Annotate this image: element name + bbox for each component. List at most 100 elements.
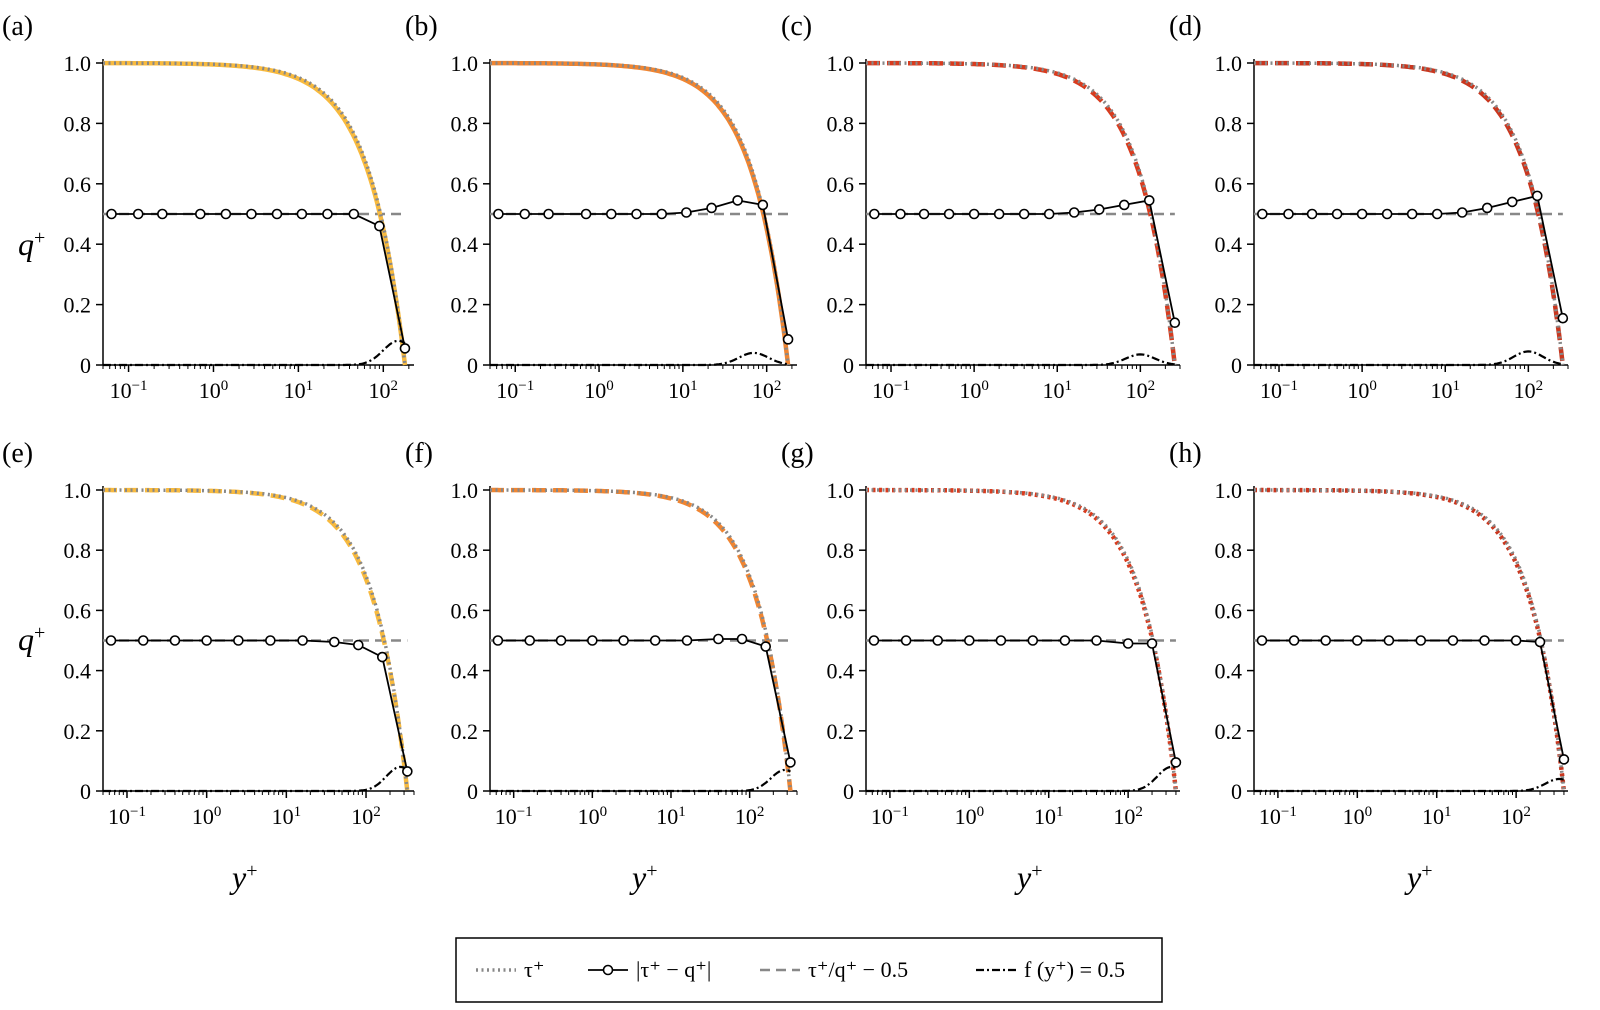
xtick-label-f-2: 101 — [656, 804, 686, 829]
absdiff-marker-h-0 — [1256, 635, 1268, 646]
f-line-a — [103, 339, 406, 367]
absdiff-line-a — [111, 213, 406, 349]
absdiff-line-e — [111, 639, 409, 772]
ytick-label-b-1: 0.2 — [451, 293, 479, 318]
xtick-label-h-0: 10−1 — [1259, 804, 1297, 829]
absdiff-marker-c-0 — [869, 208, 880, 220]
xtick-label-c-1: 100 — [959, 378, 989, 403]
absdiff-marker-h-6 — [1447, 635, 1459, 646]
absdiff-marker-g-10 — [1170, 757, 1182, 768]
absdiff-marker-d-5 — [1381, 208, 1393, 220]
absdiff-marker-c-6 — [1018, 208, 1030, 220]
absdiff-marker-d-6 — [1406, 208, 1418, 220]
ytick-label-f-4: 0.8 — [451, 538, 479, 563]
absdiff-marker-g-6 — [1059, 635, 1071, 646]
ytick-label-a-3: 0.6 — [64, 172, 92, 197]
f-line-c — [866, 353, 1175, 367]
panel-a: (a) 0 0.2 0.4 0.6 0.8 1.0 10−1 100 101 102 — [2, 11, 414, 403]
absdiff-marker-b-10 — [757, 199, 769, 211]
absdiff-marker-g-2 — [932, 635, 944, 646]
xtick-label-b-1: 100 — [584, 378, 614, 403]
xtick-label-c-0: 10−1 — [872, 378, 910, 403]
panel-b: (b) 0 0.2 0.4 0.6 0.8 1.0 10−1 100 101 102 — [405, 11, 797, 403]
absdiff-marker-c-1 — [895, 208, 906, 220]
absdiff-marker-c-8 — [1068, 207, 1080, 218]
absdiff-marker-f-2 — [555, 635, 567, 646]
absdiff-marker-e-10 — [402, 766, 413, 777]
ytick-label-e-3: 0.6 — [64, 598, 92, 623]
absdiff-marker-a-4 — [220, 208, 232, 220]
ytick-label-g-3: 0.6 — [827, 598, 855, 623]
ytick-label-h-0: 0 — [1231, 779, 1242, 804]
ytick-label-c-5: 1.0 — [827, 51, 855, 76]
xlabel-f: y+ — [629, 859, 657, 895]
absdiff-marker-b-3 — [580, 208, 592, 220]
xtick-label-f-0: 10−1 — [495, 804, 533, 829]
absdiff-marker-f-6 — [681, 635, 693, 646]
legend-label-tau: τ⁺ — [524, 957, 544, 982]
f-line-g — [866, 765, 1177, 793]
absdiff-marker-f-8 — [736, 633, 748, 645]
absdiff-marker-b-9 — [732, 195, 743, 206]
absdiff-marker-e-2 — [169, 635, 181, 646]
absdiff-marker-b-11 — [782, 334, 794, 345]
absdiff-marker-h-2 — [1320, 635, 1332, 646]
ytick-label-a-4: 0.8 — [64, 111, 92, 136]
xtick-label-a-0: 10−1 — [110, 378, 148, 403]
absdiff-marker-g-4 — [995, 635, 1007, 646]
panel-h: (h) 0 0.2 0.4 0.6 0.8 1.0 10−1 100 101 102 — [1169, 438, 1570, 829]
ytick-label-g-5: 1.0 — [827, 478, 855, 503]
ytick-label-b-0: 0 — [467, 353, 478, 378]
q-line-h — [1254, 487, 1567, 792]
absdiff-marker-e-7 — [329, 636, 340, 648]
panel-grid: (a) 0 0.2 0.4 0.6 0.8 1.0 10−1 100 101 102 (b) 0 0.2 0… — [2, 11, 1570, 829]
absdiff-line-g — [874, 639, 1177, 763]
absdiff-marker-d-7 — [1431, 208, 1443, 220]
xtick-label-b-3: 102 — [752, 378, 782, 403]
q-line-g — [866, 487, 1179, 792]
ytick-label-b-2: 0.4 — [451, 232, 479, 257]
absdiff-marker-f-5 — [649, 635, 661, 646]
legend-label-absdiff: |τ⁺ − q⁺| — [636, 957, 711, 982]
legend: τ⁺ |τ⁺ − q⁺| τ⁺/q⁺ − 0.5 f (y⁺) = 0.5 — [455, 937, 1163, 1003]
ytick-label-f-2: 0.4 — [451, 659, 479, 684]
xtick-label-g-3: 102 — [1113, 804, 1143, 829]
absdiff-marker-a-1 — [132, 208, 144, 220]
absdiff-marker-a-2 — [157, 208, 168, 220]
f-line-f — [490, 768, 791, 793]
f-line-d — [1254, 350, 1563, 367]
ytick-label-g-4: 0.8 — [827, 538, 855, 563]
absdiff-marker-e-0 — [105, 635, 117, 646]
absdiff-marker-c-12 — [1169, 317, 1181, 329]
absdiff-marker-d-8 — [1456, 207, 1468, 218]
tau-line-a — [103, 61, 407, 366]
xtick-label-f-1: 100 — [578, 804, 608, 829]
f-line-b — [490, 351, 789, 367]
absdiff-marker-a-8 — [322, 208, 333, 220]
ytick-label-d-4: 0.8 — [1215, 111, 1243, 136]
xtick-label-e-3: 102 — [351, 804, 381, 829]
ytick-label-f-3: 0.6 — [451, 598, 479, 623]
ytick-label-h-5: 1.0 — [1215, 478, 1243, 503]
absdiff-marker-e-1 — [137, 635, 149, 646]
ytick-label-h-4: 0.8 — [1215, 538, 1243, 563]
absdiff-marker-c-5 — [993, 208, 1005, 220]
ytick-label-c-2: 0.4 — [827, 232, 855, 257]
xtick-label-a-1: 100 — [199, 378, 229, 403]
ytick-label-a-2: 0.4 — [64, 232, 92, 257]
absdiff-marker-d-2 — [1306, 208, 1318, 220]
ytick-label-d-1: 0.2 — [1215, 293, 1243, 318]
panel-d: (d) 0 0.2 0.4 0.6 0.8 1.0 10−1 100 101 102 — [1169, 11, 1569, 403]
absdiff-marker-b-2 — [543, 208, 554, 220]
xtick-label-a-2: 101 — [284, 378, 314, 403]
absdiff-marker-a-11 — [399, 343, 411, 354]
xtick-label-a-3: 102 — [369, 378, 399, 403]
ytick-label-e-2: 0.4 — [64, 659, 92, 684]
absdiff-marker-g-9 — [1146, 638, 1158, 649]
absdiff-marker-a-3 — [195, 208, 206, 220]
absdiff-marker-a-6 — [271, 208, 283, 220]
ytick-label-h-3: 0.6 — [1215, 598, 1243, 623]
xtick-label-e-0: 10−1 — [108, 804, 146, 829]
absdiff-marker-e-5 — [265, 635, 276, 646]
absdiff-marker-a-7 — [296, 208, 308, 220]
